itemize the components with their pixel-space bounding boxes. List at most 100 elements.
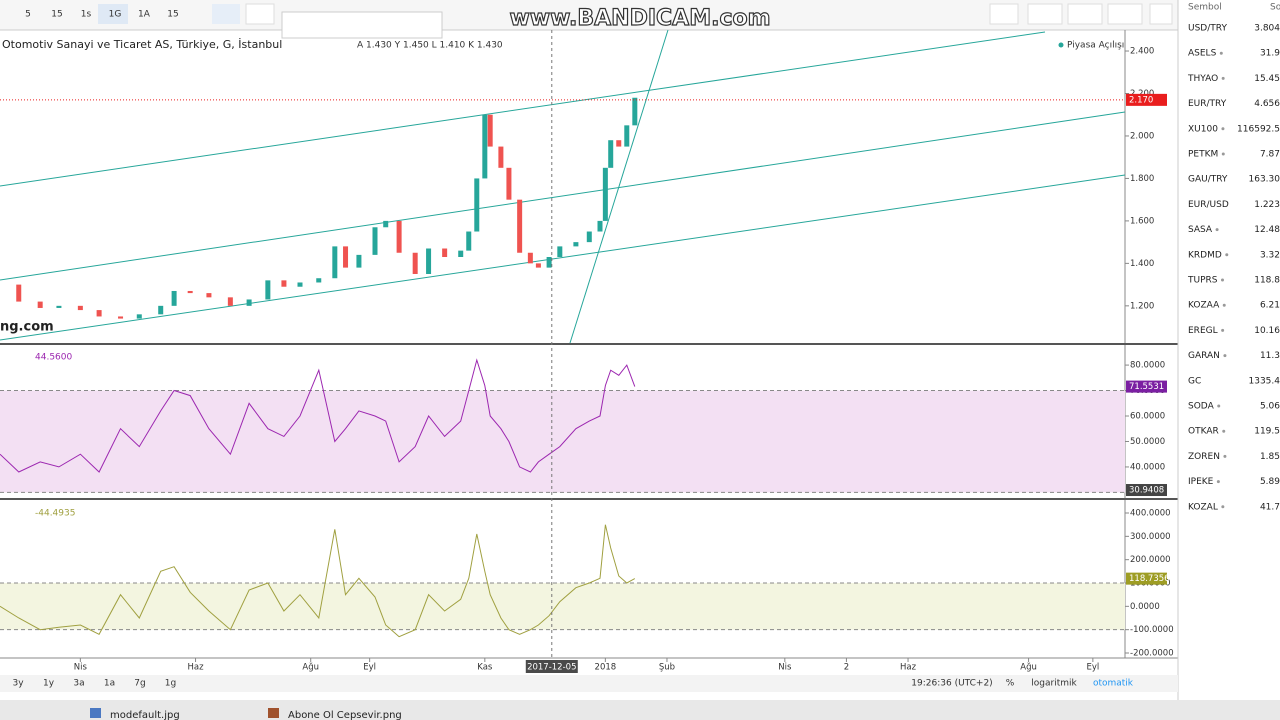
candle: [56, 305, 62, 308]
indicator-button[interactable]: [245, 3, 275, 25]
watchlist-symbol[interactable]: TUPRS: [1187, 276, 1218, 286]
layout-button[interactable]: [1027, 3, 1063, 25]
candle: [506, 167, 512, 200]
y-tick-label: 80.0000: [1130, 361, 1165, 371]
logo: ng.com: [0, 320, 54, 335]
range-button[interactable]: 1g: [165, 679, 176, 689]
value-label-box: [1126, 380, 1167, 393]
watchlist-value: 7.87: [1260, 150, 1280, 160]
watchlist-symbol[interactable]: SASA: [1188, 225, 1213, 235]
trend-line[interactable]: [0, 174, 1126, 341]
watchlist-symbol[interactable]: OTKAR: [1188, 427, 1219, 437]
interval-button[interactable]: 1A: [138, 10, 151, 20]
y-tick-label: 2.000: [1130, 131, 1154, 141]
interval-button[interactable]: 5: [25, 10, 31, 20]
y-tick-label: -200.0000: [1130, 649, 1174, 659]
y-tick-label: 300.0000: [1130, 532, 1171, 542]
candle: [118, 316, 124, 319]
x-tick-label: Eyl: [363, 663, 376, 673]
watchlist-symbol[interactable]: EREGL: [1188, 326, 1218, 336]
watchlist-symbol[interactable]: KRDMD: [1188, 250, 1222, 260]
interval-button[interactable]: 1s: [81, 10, 92, 20]
trend-line[interactable]: [0, 31, 1046, 187]
watchlist-symbol[interactable]: EUR/TRY: [1188, 99, 1227, 109]
interval-button[interactable]: 15: [167, 10, 178, 20]
watchlist-symbol[interactable]: KOZAL: [1188, 502, 1218, 512]
candle: [517, 199, 523, 253]
indicator-line: [0, 524, 636, 638]
range-button[interactable]: 7g: [134, 679, 145, 689]
active-interval[interactable]: [98, 4, 128, 24]
candle: [297, 282, 303, 287]
watchlist-value: 11.3: [1260, 351, 1280, 361]
value-label-box: [1126, 484, 1167, 497]
trend-line[interactable]: [569, 29, 669, 344]
y-tick-label: -100.0000: [1130, 625, 1174, 635]
value-label: 71.5531: [1129, 382, 1164, 392]
watchlist-symbol[interactable]: USD/TRY: [1188, 24, 1227, 34]
trend-line[interactable]: [0, 111, 1126, 281]
watchlist-symbol[interactable]: THYAO: [1187, 74, 1218, 84]
candle: [246, 299, 252, 306]
x-tick-label: 2: [844, 663, 849, 673]
candle: [557, 246, 563, 257]
x-tick-label: Haz: [188, 663, 205, 673]
x-tick-label: 2018: [595, 663, 617, 673]
market-dot: [1215, 228, 1219, 232]
x-tick-label: Nis: [778, 663, 792, 673]
market-dot: [1220, 278, 1224, 282]
y-tick-label: 1.200: [1130, 301, 1154, 311]
watchlist-symbol[interactable]: SODA: [1188, 402, 1215, 412]
range-button[interactable]: 3y: [12, 679, 24, 689]
candle: [608, 140, 614, 168]
y-tick-label: 1.800: [1130, 174, 1154, 184]
auto-toggle[interactable]: otomatik: [1093, 679, 1134, 689]
watchlist-symbol[interactable]: GARAN: [1188, 351, 1220, 361]
drawing-toolbar: [281, 11, 443, 39]
interval-button[interactable]: 1G: [109, 10, 122, 20]
taskbar-item[interactable]: modefault.jpg: [110, 710, 180, 720]
watchlist-value: 4.656: [1254, 99, 1280, 109]
candle: [332, 246, 338, 279]
y-tick-label: 50.0000: [1130, 437, 1165, 447]
watchlist-symbol[interactable]: EUR/USD: [1188, 200, 1229, 210]
cloud-save-button[interactable]: [1107, 3, 1143, 25]
value-label: 2.170: [1129, 95, 1153, 105]
log-toggle[interactable]: logaritmik: [1031, 679, 1077, 689]
market-dot: [1221, 127, 1225, 131]
watchlist-symbol[interactable]: ASELS: [1188, 49, 1217, 59]
cloud-load-button[interactable]: [1067, 3, 1103, 25]
watchlist-value: 10.16: [1254, 326, 1280, 336]
crosshair-label: 2017-12-05: [527, 663, 576, 673]
range-button[interactable]: 1y: [43, 679, 55, 689]
watchlist-symbol[interactable]: IPEKE: [1188, 477, 1214, 487]
watchlist-symbol[interactable]: PETKM: [1188, 150, 1218, 160]
watchlist-symbol[interactable]: XU100: [1188, 124, 1218, 134]
watchlist-value: 31.9: [1260, 49, 1280, 59]
percent-toggle[interactable]: %: [1006, 679, 1015, 689]
bottom-bar: [0, 675, 1178, 692]
watchlist-symbol[interactable]: GAU/TRY: [1188, 175, 1228, 185]
watchlist-value: 119.5: [1254, 427, 1280, 437]
candle-style-button[interactable]: [212, 4, 240, 24]
market-dot: [1219, 51, 1223, 55]
watchlist-header: So: [1270, 3, 1280, 13]
watchlist-symbol[interactable]: GC: [1188, 376, 1201, 386]
market-dot: [1216, 480, 1220, 484]
ohlc-readout: A 1.430 Y 1.450 L 1.410 K 1.430: [357, 41, 503, 51]
range-button[interactable]: 3a: [73, 679, 84, 689]
candle: [624, 125, 630, 147]
range-button[interactable]: 1a: [104, 679, 115, 689]
taskbar-item[interactable]: Abone Ol Cepsevir.png: [288, 710, 402, 720]
candle: [343, 246, 349, 268]
status-dot: [1058, 42, 1064, 48]
trend-channel[interactable]: [0, 29, 1126, 344]
interval-button[interactable]: 15: [51, 10, 62, 20]
y-tick-label: 1.400: [1130, 259, 1154, 269]
fullscreen-button[interactable]: [1149, 3, 1173, 25]
snapshot-button[interactable]: [989, 3, 1019, 25]
watchlist-symbol[interactable]: KOZAA: [1188, 301, 1220, 311]
candle: [602, 167, 608, 221]
watchlist-symbol[interactable]: ZOREN: [1188, 452, 1220, 462]
